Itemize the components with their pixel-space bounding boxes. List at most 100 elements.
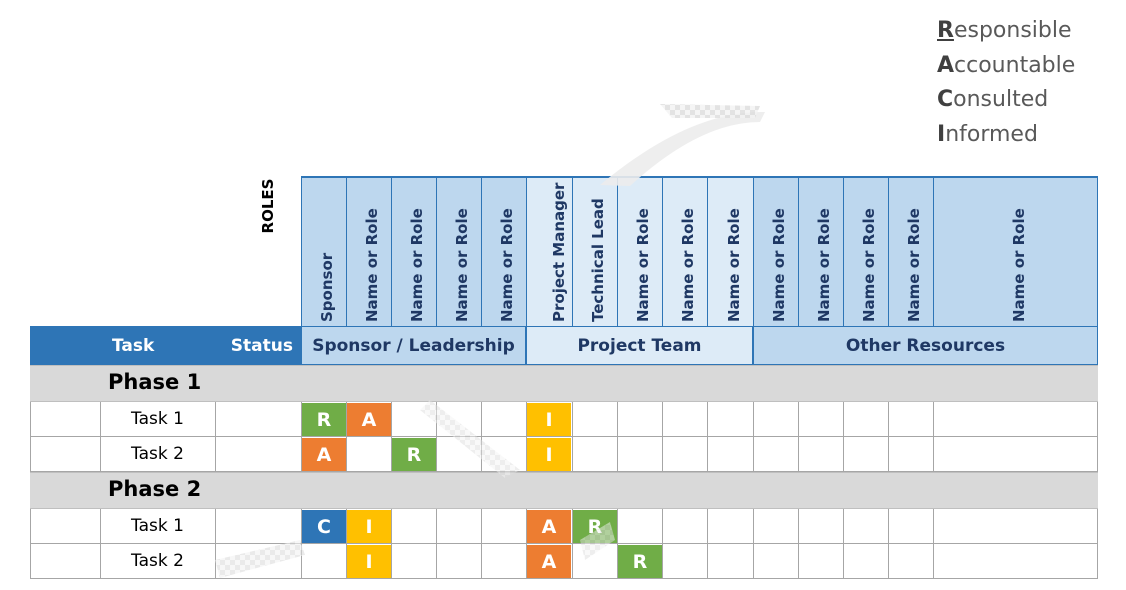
- role-header: Name or Role: [391, 176, 436, 326]
- raci-cell[interactable]: [889, 438, 933, 471]
- role-header: Name or Role: [933, 176, 1098, 326]
- raci-cell[interactable]: [889, 545, 933, 578]
- role-header-label: Name or Role: [770, 208, 788, 322]
- raci-cell[interactable]: [799, 438, 843, 471]
- raci-cell[interactable]: [573, 438, 617, 471]
- raci-cell[interactable]: [482, 510, 526, 543]
- raci-cell[interactable]: [934, 438, 978, 471]
- grid-line: [1097, 509, 1098, 544]
- raci-cell[interactable]: [573, 545, 617, 578]
- raci-cell[interactable]: [663, 438, 707, 471]
- grid-line: [572, 402, 573, 437]
- raci-cell[interactable]: [708, 438, 752, 471]
- raci-cell[interactable]: [934, 403, 978, 436]
- raci-cell[interactable]: A: [527, 510, 571, 543]
- grid-line: [346, 509, 347, 544]
- grid-line: [617, 402, 618, 437]
- role-header: Name or Role: [617, 176, 662, 326]
- task-header: Task: [30, 326, 230, 365]
- grid-line: [753, 544, 754, 579]
- group-label: Sponsor / Leadership: [312, 335, 515, 356]
- grid-line: [798, 509, 799, 544]
- raci-cell[interactable]: [437, 403, 481, 436]
- role-header: Technical Lead: [572, 176, 617, 326]
- raci-cell[interactable]: R: [618, 545, 662, 578]
- raci-cell[interactable]: [482, 545, 526, 578]
- raci-cell[interactable]: [618, 403, 662, 436]
- roles-label-text: ROLES: [259, 178, 277, 234]
- raci-cell[interactable]: [934, 545, 978, 578]
- raci-cell[interactable]: I: [347, 510, 391, 543]
- role-header-label: Name or Role: [453, 208, 471, 322]
- raci-cell[interactable]: [844, 438, 888, 471]
- raci-cell[interactable]: A: [347, 403, 391, 436]
- grid-line: [572, 437, 573, 472]
- raci-cell[interactable]: [799, 545, 843, 578]
- grid-line: [100, 437, 101, 472]
- legend-letter: C: [937, 87, 954, 112]
- raci-cell[interactable]: [347, 438, 391, 471]
- legend-text: esponsible: [953, 18, 1072, 43]
- role-header: Name or Role: [662, 176, 707, 326]
- raci-cell[interactable]: I: [527, 403, 571, 436]
- grid-line: [617, 437, 618, 472]
- raci-cell[interactable]: [482, 438, 526, 471]
- raci-cell[interactable]: [573, 403, 617, 436]
- raci-cell[interactable]: [889, 510, 933, 543]
- raci-cell[interactable]: [799, 510, 843, 543]
- grid-line: [100, 402, 101, 437]
- raci-cell[interactable]: [663, 403, 707, 436]
- raci-cell[interactable]: [754, 438, 798, 471]
- raci-cell[interactable]: [754, 545, 798, 578]
- grid-line: [843, 509, 844, 544]
- raci-cell[interactable]: [302, 545, 346, 578]
- raci-cell[interactable]: R: [392, 438, 436, 471]
- role-header-label: Sponsor: [318, 252, 336, 322]
- grid-line: [707, 402, 708, 437]
- grid-line: [572, 544, 573, 579]
- raci-cell[interactable]: [799, 403, 843, 436]
- grid-line: [301, 402, 302, 437]
- raci-cell[interactable]: [437, 510, 481, 543]
- raci-cell[interactable]: [482, 403, 526, 436]
- raci-cell[interactable]: [754, 403, 798, 436]
- grid-line: [1097, 437, 1098, 472]
- raci-cell[interactable]: I: [347, 545, 391, 578]
- raci-cell[interactable]: [708, 403, 752, 436]
- raci-cell[interactable]: [708, 510, 752, 543]
- grid-line: [301, 437, 302, 472]
- raci-cell[interactable]: [663, 510, 707, 543]
- grid-line: [30, 544, 31, 579]
- raci-cell[interactable]: [844, 403, 888, 436]
- legend-item-responsible: Responsible: [937, 14, 1075, 49]
- raci-cell[interactable]: [663, 545, 707, 578]
- raci-cell[interactable]: [618, 438, 662, 471]
- grid-line: [707, 509, 708, 544]
- raci-cell[interactable]: [392, 403, 436, 436]
- grid-line: [888, 437, 889, 472]
- grid-line: [662, 509, 663, 544]
- raci-cell[interactable]: [437, 438, 481, 471]
- raci-cell[interactable]: C: [302, 510, 346, 543]
- raci-cell[interactable]: [708, 545, 752, 578]
- raci-cell[interactable]: [618, 510, 662, 543]
- raci-cell[interactable]: A: [527, 545, 571, 578]
- raci-cell[interactable]: [392, 545, 436, 578]
- grid-line: [346, 544, 347, 579]
- raci-cell[interactable]: R: [302, 403, 346, 436]
- raci-cell[interactable]: I: [527, 438, 571, 471]
- raci-cell[interactable]: [934, 510, 978, 543]
- grid-line: [215, 437, 216, 472]
- role-header-label: Name or Role: [724, 208, 743, 322]
- raci-cell[interactable]: [437, 545, 481, 578]
- raci-cell[interactable]: A: [302, 438, 346, 471]
- raci-cell[interactable]: [844, 510, 888, 543]
- raci-cell[interactable]: [889, 403, 933, 436]
- raci-cell[interactable]: [392, 510, 436, 543]
- grid-line: [798, 437, 799, 472]
- raci-cell[interactable]: [844, 545, 888, 578]
- raci-cell[interactable]: [754, 510, 798, 543]
- raci-cell[interactable]: R: [573, 510, 617, 543]
- legend-text: nformed: [945, 121, 1038, 147]
